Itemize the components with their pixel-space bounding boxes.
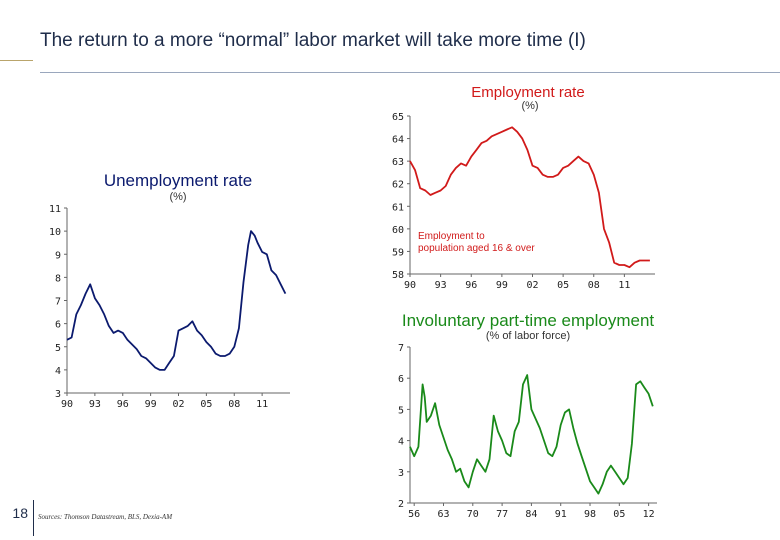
unemployment-x-tick-label: 05	[200, 399, 212, 410]
involuntary-chart-subtitle: (% of labor force)	[486, 330, 570, 342]
involuntary-y-tick-label: 3	[398, 468, 404, 479]
unemployment-x-tick-label: 02	[172, 399, 184, 410]
employment-x-tick-label: 11	[618, 280, 630, 291]
involuntary-x-tick-label: 91	[555, 509, 567, 520]
page-number-separator	[33, 500, 34, 536]
unemployment-y-tick-label: 4	[55, 366, 61, 377]
involuntary-y-tick-label: 6	[398, 374, 404, 385]
employment-x-tick-label: 90	[404, 280, 416, 291]
unemployment-y-tick-label: 6	[55, 320, 61, 331]
involuntary-y-tick-label: 2	[398, 499, 404, 510]
unemployment-y-tick-label: 7	[55, 297, 61, 308]
employment-y-tick-label: 64	[392, 135, 404, 146]
unemployment-y-tick-label: 11	[49, 204, 61, 215]
employment-y-tick-label: 58	[392, 270, 404, 281]
unemployment-x-tick-label: 99	[145, 399, 157, 410]
title-underline-rule	[40, 72, 780, 73]
employment-x-tick-label: 93	[435, 280, 447, 291]
employment-y-tick-label: 61	[392, 202, 404, 213]
involuntary-x-tick-label: 12	[643, 509, 655, 520]
involuntary-x-tick-label: 05	[613, 509, 625, 520]
involuntary-x-tick-label: 63	[437, 509, 449, 520]
unemployment-y-tick-label: 3	[55, 389, 61, 400]
unemployment-x-tick-label: 96	[117, 399, 129, 410]
title-accent-rule	[0, 60, 33, 61]
involuntary-x-tick-label: 84	[525, 509, 537, 520]
involuntary-series-line	[409, 374, 654, 495]
slide-title: The return to a more “normal” labor mark…	[40, 30, 586, 51]
unemployment-chart-title: Unemployment rate	[104, 171, 252, 190]
employment-annotation: Employment to	[418, 231, 485, 242]
sources-note: Sources: Thomson Datastream, BLS, Dexia-…	[38, 513, 173, 521]
unemployment-series-line	[66, 230, 287, 371]
employment-y-tick-label: 60	[392, 225, 404, 236]
involuntary-y-tick-label: 7	[398, 343, 404, 354]
unemployment-x-tick-label: 90	[61, 399, 73, 410]
involuntary-x-tick-label: 77	[496, 509, 508, 520]
employment-y-tick-label: 63	[392, 157, 404, 168]
unemployment-x-tick-label: 93	[89, 399, 101, 410]
employment-y-tick-label: 59	[392, 247, 404, 258]
involuntary-chart-title: Involuntary part-time employment	[402, 311, 655, 330]
unemployment-y-tick-label: 9	[55, 250, 61, 261]
page-number: 18	[12, 505, 28, 521]
unemployment-y-tick-label: 8	[55, 273, 61, 284]
unemployment-chart-subtitle: (%)	[169, 191, 186, 203]
employment-annotation: population aged 16 & over	[418, 243, 535, 254]
unemployment-x-tick-label: 11	[256, 399, 268, 410]
unemployment-x-tick-label: 08	[228, 399, 240, 410]
involuntary-y-tick-label: 5	[398, 405, 404, 416]
involuntary-x-tick-label: 56	[408, 509, 420, 520]
employment-y-tick-label: 62	[392, 180, 404, 191]
employment-chart-subtitle: (%)	[521, 100, 538, 112]
employment-x-tick-label: 02	[526, 280, 538, 291]
involuntary-x-tick-label: 70	[467, 509, 479, 520]
employment-x-tick-label: 96	[465, 280, 477, 291]
employment-x-tick-label: 05	[557, 280, 569, 291]
involuntary-x-tick-label: 98	[584, 509, 596, 520]
employment-x-tick-label: 99	[496, 280, 508, 291]
involuntary-y-tick-label: 4	[398, 437, 404, 448]
employment-y-tick-label: 65	[392, 112, 404, 123]
employment-chart-title: Employment rate	[471, 84, 584, 101]
employment-x-tick-label: 08	[588, 280, 600, 291]
unemployment-y-tick-label: 5	[55, 343, 61, 354]
unemployment-y-tick-label: 10	[49, 227, 61, 238]
employment-series-line	[409, 126, 650, 269]
